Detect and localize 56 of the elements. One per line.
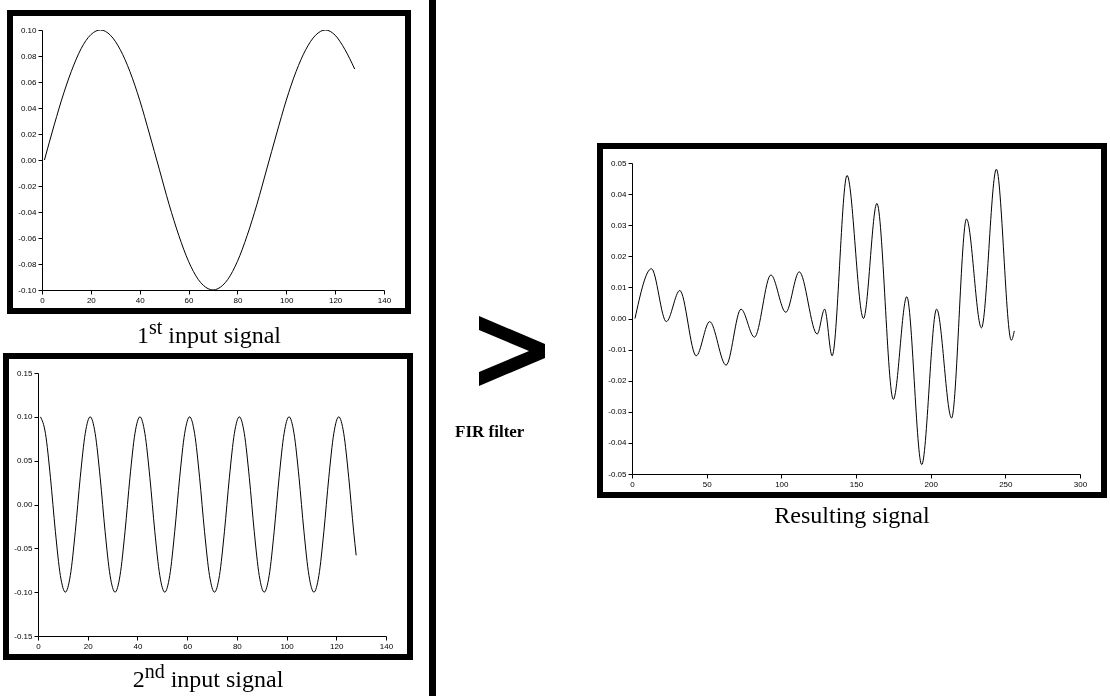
x-tick-label: 140 [379, 641, 394, 651]
x-tick-label: 250 [999, 479, 1014, 489]
x-tick-label: 140 [377, 295, 392, 305]
y-tick-label: 0.03 [610, 220, 628, 230]
x-tick-label: 200 [924, 479, 939, 489]
y-tick-label: -0.02 [18, 181, 38, 191]
x-tick-label: 120 [328, 295, 343, 305]
x-tick-label: 80 [232, 641, 243, 651]
y-tick-label: -0.10 [14, 587, 34, 597]
x-tick-label: 100 [280, 295, 294, 305]
y-tick-label: -0.06 [18, 233, 38, 243]
x-tick-label: 100 [280, 641, 295, 651]
x-axis-title: 1$^{st}$ input signal [136, 316, 282, 349]
y-tick-label: 0.00 [16, 500, 34, 509]
x-tick-label: 60 [183, 641, 193, 651]
y-tick-label: -0.04 [608, 438, 628, 448]
x-tick-label: 50 [702, 479, 713, 489]
y-tick-label: -0.05 [608, 469, 628, 479]
x-tick-label: 100 [775, 479, 790, 489]
y-tick-label: 0.08 [20, 51, 38, 61]
y-tick-label: 0.05 [610, 158, 628, 168]
x-tick-label: 20 [83, 641, 94, 651]
x-tick-label: 120 [330, 641, 344, 651]
y-tick-label: -0.04 [18, 207, 38, 217]
y-tick-label: 0.06 [20, 77, 38, 87]
x-tick-label: 0 [36, 641, 42, 651]
x-tick-label: 40 [133, 641, 143, 651]
x-tick-label: 80 [233, 295, 243, 305]
x-tick-label: 0 [630, 479, 636, 489]
text: FIR filter [455, 422, 525, 442]
y-tick-label: 0.10 [16, 412, 34, 422]
x-tick-label: 60 [184, 295, 195, 305]
y-tick-label: 0.04 [20, 103, 38, 113]
y-tick-label: -0.03 [608, 407, 628, 417]
x-tick-label: 40 [135, 295, 146, 305]
y-tick-label: 0.01 [610, 282, 628, 292]
x-tick-label: 150 [849, 479, 864, 489]
y-tick-label: 0.00 [20, 155, 38, 165]
y-tick-label: 0.02 [20, 129, 38, 139]
x-tick-label: 20 [86, 295, 97, 305]
y-tick-label: -0.05 [14, 543, 34, 553]
y-tick-label: -0.02 [608, 376, 628, 386]
y-tick-label: 0.05 [16, 456, 34, 466]
y-tick-label: 0.00 [610, 314, 628, 323]
y-tick-label: 0.10 [20, 25, 38, 35]
x-axis-title: 2$^{nd}$ input signal [131, 660, 285, 693]
y-tick-label: 0.02 [610, 251, 628, 261]
y-tick-label: -0.08 [18, 259, 38, 269]
y-tick-label: -0.10 [18, 285, 38, 295]
y-tick-label: 0.04 [610, 189, 628, 199]
x-tick-label: 300 [1073, 479, 1088, 489]
x-axis-title: Resulting signal [773, 502, 931, 529]
y-tick-label: -0.01 [608, 345, 628, 355]
x-tick-label: 0 [40, 295, 46, 305]
y-tick-label: 0.15 [16, 368, 34, 378]
y-tick-label: -0.15 [14, 631, 34, 641]
